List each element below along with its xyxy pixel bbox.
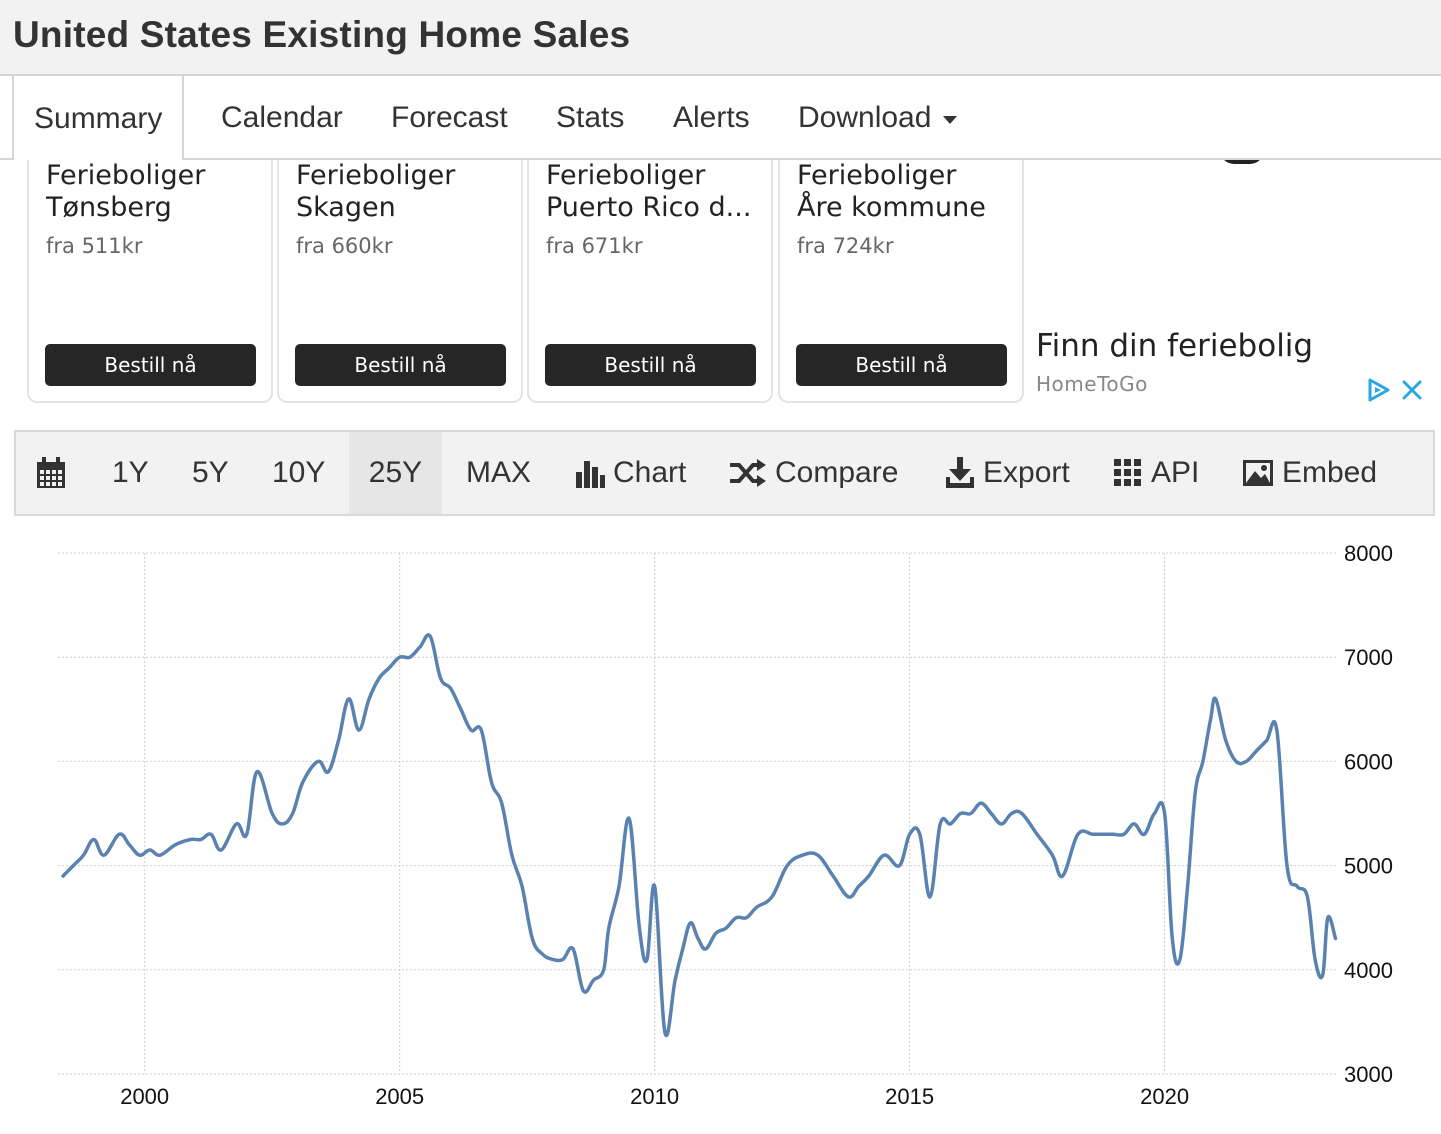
tab-summary[interactable]: Summary (12, 76, 185, 162)
download-icon (946, 457, 974, 488)
x-tick-label: 2020 (1140, 1084, 1189, 1109)
caret-down-icon (943, 116, 958, 124)
chart-axis-labels: 3000 4000 5000 6000 7000 8000 2000 2005 2010 2015… (120, 541, 1393, 1109)
embed-label: Embed (1282, 456, 1378, 489)
shuffle-icon (730, 459, 766, 487)
ad-book-button[interactable]: Bestill nå (295, 344, 506, 386)
x-tick-label: 2005 (375, 1084, 424, 1109)
page-title: United States Existing Home Sales (13, 14, 631, 55)
line-chart-svg: 3000 4000 5000 6000 7000 8000 2000 2005 2010 2015… (58, 541, 1393, 1109)
chart-type-label: Chart (613, 456, 687, 489)
calendar-icon (37, 457, 65, 488)
ad-image (1220, 160, 1264, 164)
ad-choices-icon[interactable] (1364, 376, 1392, 404)
ad-card-name: Ferieboliger Åre kommune (797, 160, 986, 223)
x-tick-label: 2015 (885, 1084, 934, 1109)
tab-bar: Summary Calendar Forecast Stats Alerts D… (0, 76, 1441, 162)
ad-book-button[interactable]: Bestill nå (545, 344, 756, 386)
ad-card-price: fra 724kr (797, 234, 894, 258)
ad-card-price: fra 671kr (546, 234, 643, 258)
export-button[interactable]: Export (945, 432, 1070, 514)
advertisement: Ferieboliger Tønsberg fra 511kr Bestill … (0, 160, 1441, 412)
tab-forecast[interactable]: Forecast (391, 101, 508, 134)
x-tick-label: 2000 (120, 1084, 169, 1109)
bar-chart-icon (576, 461, 605, 488)
line-chart: 3000 4000 5000 6000 7000 8000 2000 2005 2010 2015… (0, 516, 1441, 1129)
range-1y-button[interactable]: 1Y (112, 456, 149, 489)
ad-headline[interactable]: Finn din feriebolig (1036, 328, 1314, 364)
ad-book-button[interactable]: Bestill nå (45, 344, 256, 386)
y-tick-label: 8000 (1344, 541, 1393, 566)
embed-button[interactable]: Embed (1242, 432, 1377, 514)
tab-download[interactable]: Download (798, 76, 958, 160)
tab-download-label: Download (798, 101, 932, 134)
ad-card[interactable]: Ferieboliger Skagen fra 660kr Bestill nå (277, 160, 523, 403)
close-icon[interactable] (1398, 376, 1426, 404)
export-label: Export (983, 456, 1070, 489)
compare-label: Compare (775, 456, 899, 489)
ad-card[interactable]: Ferieboliger Puerto Rico d... fra 671kr … (527, 160, 773, 403)
ad-card-price: fra 511kr (46, 234, 143, 258)
compare-button[interactable]: Compare (729, 432, 898, 514)
ad-brand: HomeToGo (1036, 372, 1148, 396)
range-5y-button[interactable]: 5Y (192, 456, 229, 489)
ad-card[interactable]: Ferieboliger Åre kommune fra 724kr Besti… (778, 160, 1024, 403)
ad-card[interactable]: Ferieboliger Tønsberg fra 511kr Bestill … (27, 160, 273, 403)
grid-icon (1114, 459, 1141, 486)
range-10y-button[interactable]: 10Y (272, 456, 326, 489)
y-tick-label: 5000 (1344, 854, 1393, 879)
ad-card-price: fra 660kr (296, 234, 393, 258)
api-button[interactable]: API (1113, 432, 1199, 514)
tab-stats[interactable]: Stats (556, 101, 625, 134)
range-25y-button[interactable]: 25Y (349, 432, 442, 514)
title-bar: United States Existing Home Sales (0, 0, 1441, 76)
y-tick-label: 6000 (1344, 749, 1393, 774)
y-tick-label: 7000 (1344, 645, 1393, 670)
x-tick-label: 2010 (630, 1084, 679, 1109)
y-tick-label: 4000 (1344, 958, 1393, 983)
y-tick-label: 3000 (1344, 1062, 1393, 1087)
calendar-button[interactable] (36, 432, 74, 514)
series-line (61, 633, 1338, 1038)
ad-card-name: Ferieboliger Skagen (296, 160, 456, 223)
range-max-button[interactable]: MAX (466, 456, 532, 489)
image-icon (1243, 460, 1273, 486)
ad-book-button[interactable]: Bestill nå (796, 344, 1007, 386)
chart-toolbar: 1Y 5Y 10Y 25Y MAX Chart Compare Export (14, 430, 1435, 516)
api-label: API (1151, 456, 1200, 489)
tab-calendar[interactable]: Calendar (221, 101, 343, 134)
ad-card-name: Ferieboliger Puerto Rico d... (546, 160, 752, 223)
chart-type-button[interactable]: Chart (575, 432, 686, 514)
ad-card-name: Ferieboliger Tønsberg (46, 160, 206, 223)
tab-alerts[interactable]: Alerts (673, 101, 750, 134)
